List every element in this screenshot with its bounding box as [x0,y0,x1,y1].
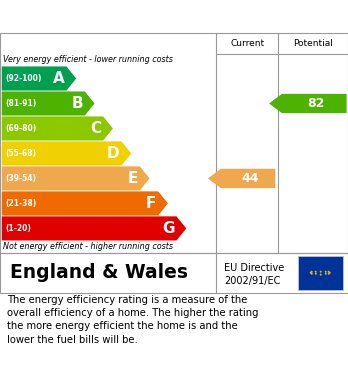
Text: ★: ★ [328,271,332,275]
Polygon shape [2,66,76,91]
Text: ★: ★ [323,270,327,274]
Text: ★: ★ [314,270,317,274]
Text: C: C [90,121,101,136]
Text: G: G [162,221,175,236]
Text: ★: ★ [327,272,330,276]
Text: (92-100): (92-100) [5,74,42,83]
Text: ★: ★ [318,269,322,273]
Text: The energy efficiency rating is a measure of the
overall efficiency of a home. T: The energy efficiency rating is a measur… [7,295,259,344]
Polygon shape [2,216,186,240]
Text: Very energy efficient - lower running costs: Very energy efficient - lower running co… [3,55,173,64]
Text: 82: 82 [308,97,325,110]
Text: (55-68): (55-68) [5,149,36,158]
Text: (21-38): (21-38) [5,199,37,208]
Text: D: D [107,146,120,161]
Polygon shape [2,191,168,215]
Text: A: A [53,71,65,86]
Text: ★: ★ [309,271,312,275]
Text: (1-20): (1-20) [5,224,31,233]
Text: Potential: Potential [293,39,333,48]
Text: (69-80): (69-80) [5,124,37,133]
Polygon shape [2,142,131,165]
Text: ★: ★ [310,270,314,274]
Polygon shape [269,94,347,113]
Polygon shape [2,167,150,190]
Text: (39-54): (39-54) [5,174,36,183]
Text: Energy Efficiency Rating: Energy Efficiency Rating [9,9,230,24]
Text: 2002/91/EC: 2002/91/EC [224,276,281,286]
Text: Current: Current [230,39,264,48]
Polygon shape [2,117,113,140]
Polygon shape [2,91,95,115]
Text: F: F [146,196,157,211]
Text: Not energy efficient - higher running costs: Not energy efficient - higher running co… [3,242,174,251]
Text: 44: 44 [241,172,259,185]
Text: E: E [128,171,138,186]
Text: ★: ★ [314,272,317,276]
Text: ★: ★ [327,270,330,274]
Text: ★: ★ [318,273,322,276]
Text: EU Directive: EU Directive [224,263,285,273]
Text: ★: ★ [323,272,327,276]
Text: (81-91): (81-91) [5,99,37,108]
Polygon shape [208,169,275,188]
Text: England & Wales: England & Wales [10,264,188,283]
Text: B: B [71,96,83,111]
FancyBboxPatch shape [298,256,343,290]
Text: ★: ★ [310,272,314,276]
